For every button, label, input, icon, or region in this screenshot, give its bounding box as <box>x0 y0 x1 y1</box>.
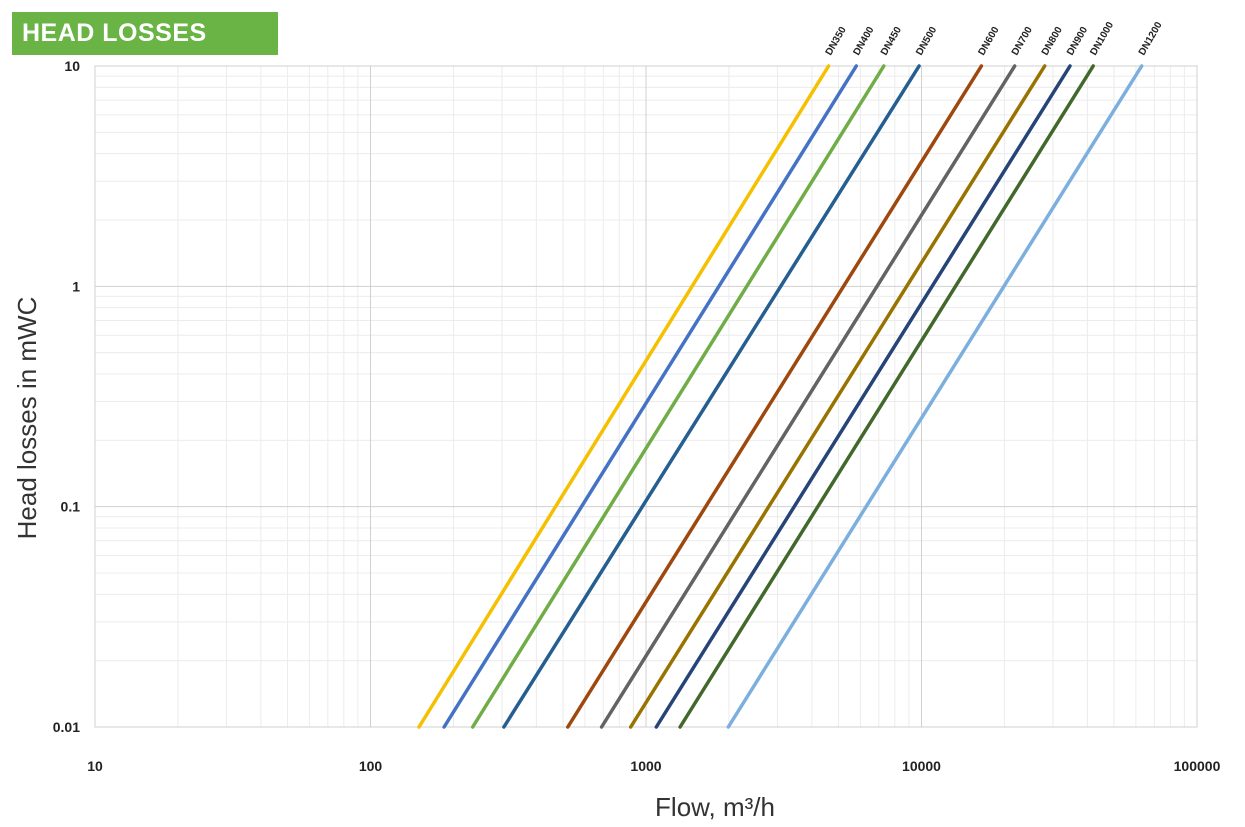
y-tick-label: 0.01 <box>53 719 80 735</box>
series-line-dn450 <box>473 66 884 727</box>
x-tick-label: 100 <box>359 758 383 774</box>
series-line-dn350 <box>419 66 829 727</box>
series-labels: DN350 DN400 DN450 DN500 DN600 DN700 DN800 DN900… <box>824 20 1165 58</box>
series-line-dn1200 <box>728 66 1141 727</box>
series-line-dn1000 <box>680 66 1093 727</box>
series-lines <box>419 66 1142 727</box>
series-label-dn700: DN700 <box>1010 25 1035 58</box>
series-label-dn900: DN900 <box>1065 25 1090 58</box>
series-label-dn600: DN600 <box>976 25 1001 58</box>
x-tick-label: 10 <box>87 758 103 774</box>
x-tick-label: 1000 <box>630 758 661 774</box>
x-axis-ticks: 10 100 1000 10000 100000 <box>87 758 1220 774</box>
series-label-dn450: DN450 <box>879 25 904 58</box>
y-axis-title: Head losses in mWC <box>12 297 42 540</box>
x-tick-label: 10000 <box>902 758 941 774</box>
series-line-dn600 <box>568 66 982 727</box>
y-tick-label: 1 <box>72 278 80 294</box>
series-line-dn800 <box>631 66 1045 727</box>
series-label-dn350: DN350 <box>824 25 849 58</box>
y-tick-label: 0.1 <box>61 499 81 515</box>
series-line-dn400 <box>444 66 856 727</box>
series-line-dn500 <box>504 66 919 727</box>
series-label-dn400: DN400 <box>851 25 876 58</box>
series-label-dn500: DN500 <box>914 25 939 58</box>
series-label-dn1000: DN1000 <box>1088 20 1116 58</box>
x-tick-label: 100000 <box>1174 758 1221 774</box>
y-axis-ticks: 0.01 0.1 1 10 <box>53 58 80 735</box>
series-line-dn700 <box>602 66 1015 727</box>
x-axis-title: Flow, m³/h <box>655 792 775 822</box>
series-line-dn900 <box>656 66 1070 727</box>
series-label-dn1200: DN1200 <box>1137 20 1165 58</box>
series-label-dn800: DN800 <box>1040 25 1065 58</box>
y-tick-label: 10 <box>64 58 80 74</box>
